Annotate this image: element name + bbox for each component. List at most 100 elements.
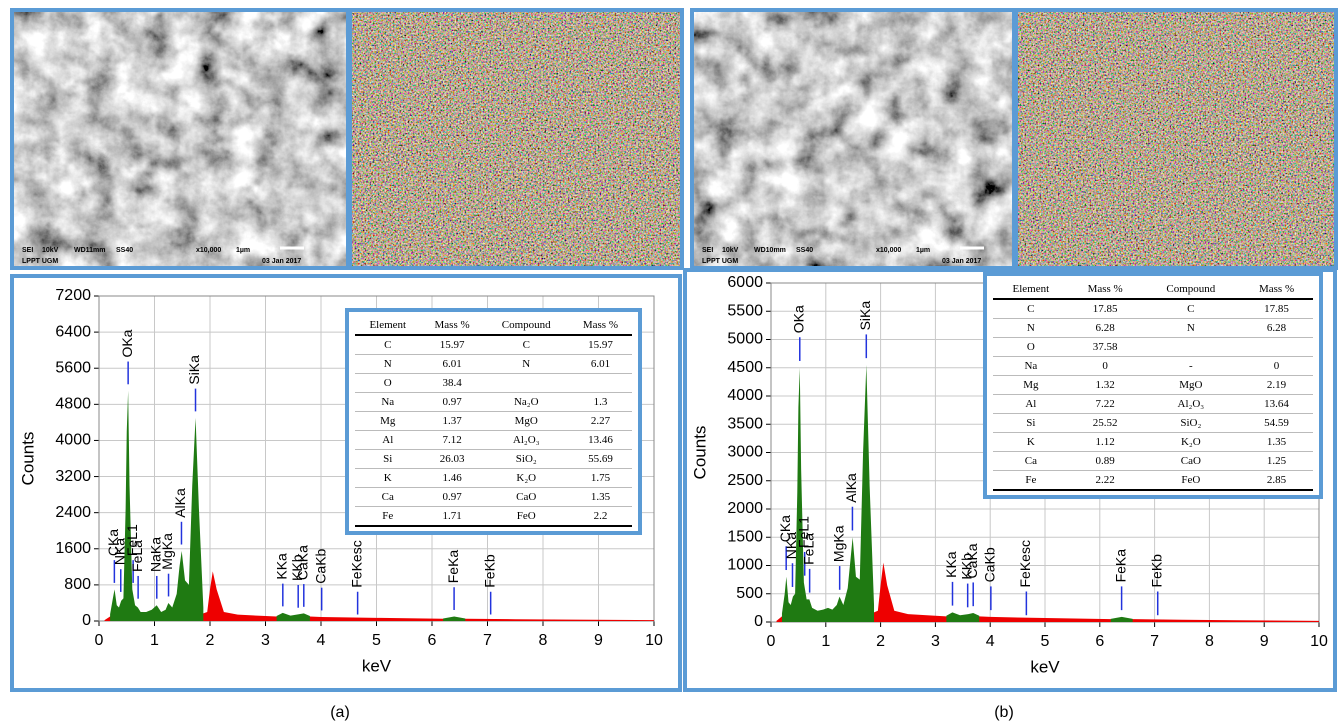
- table-cell: SiO₂: [1142, 414, 1241, 433]
- x-tick-label: 3: [931, 633, 940, 650]
- sem-label: LPPT UGM: [22, 258, 58, 265]
- table-row: ElementMass %CompoundMass %: [355, 316, 632, 335]
- table-cell: C: [484, 335, 569, 355]
- peak-label: OKa: [790, 305, 806, 333]
- table-cell: 26.03: [421, 450, 484, 469]
- table-row: Mg1.32MgO2.19: [993, 376, 1313, 395]
- x-tick-label: 6: [1095, 633, 1104, 650]
- x-tick-label: 10: [1310, 633, 1328, 650]
- x-tick-label: 7: [1150, 633, 1159, 650]
- table-cell: FeO: [484, 507, 569, 527]
- table-cell: 2.19: [1240, 376, 1313, 395]
- y-tick-label: 2000: [727, 500, 763, 517]
- y-tick-label: 0: [754, 613, 763, 630]
- table-cell: Fe: [355, 507, 421, 527]
- table-cell: [484, 374, 569, 393]
- table-cell: K₂O: [1142, 433, 1241, 452]
- peak-label: FeKa: [1112, 549, 1128, 583]
- spectrum-area: [277, 613, 310, 621]
- spectrum-area: [782, 365, 874, 622]
- table-cell: 25.52: [1069, 414, 1142, 433]
- peak-label: FeLa: [800, 533, 816, 565]
- table-cell: Ca: [355, 488, 421, 507]
- table-cell: Al₂O₃: [1142, 395, 1241, 414]
- table-cell: Mass %: [1069, 280, 1142, 299]
- table-cell: [1240, 338, 1313, 357]
- table-cell: 15.97: [421, 335, 484, 355]
- table-row: Na0-0: [993, 357, 1313, 376]
- table-cell: 2.85: [1240, 471, 1313, 491]
- x-tick-label: 5: [1041, 633, 1050, 650]
- table-cell: 37.58: [1069, 338, 1142, 357]
- sem-label: x10,000: [876, 247, 901, 254]
- edx-map: [352, 12, 680, 266]
- table-cell: 38.4: [421, 374, 484, 393]
- table-cell: 6.28: [1240, 319, 1313, 338]
- peak-label: FeKb: [1148, 554, 1164, 588]
- peak-label: SiKa: [186, 355, 202, 385]
- sem-label: SS40: [116, 247, 133, 254]
- y-axis-label: Counts: [18, 432, 37, 486]
- peak-label: AlKa: [172, 488, 188, 518]
- table-cell: N: [484, 355, 569, 374]
- table-row: Fe2.22FeO2.85: [993, 471, 1313, 491]
- y-tick-label: 5000: [727, 331, 763, 348]
- x-tick-label: 4: [986, 633, 995, 650]
- table-row: C17.85C17.85: [993, 299, 1313, 319]
- y-tick-label: 3500: [727, 415, 763, 432]
- table-row: Ca0.97CaO1.35: [355, 488, 632, 507]
- y-tick-label: 3200: [55, 468, 91, 485]
- table-cell: 2.22: [1069, 471, 1142, 491]
- table-cell: Si: [355, 450, 421, 469]
- table-cell: 1.25: [1240, 452, 1313, 471]
- sem-label: 1µm: [236, 247, 250, 254]
- sem-image: [692, 10, 1014, 268]
- x-tick-label: 5: [372, 632, 381, 649]
- table-cell: C: [993, 299, 1069, 319]
- table-cell: 0: [1069, 357, 1142, 376]
- y-axis-label: Counts: [690, 426, 709, 480]
- table-cell: Al₂O₃: [484, 431, 569, 450]
- x-tick-label: 2: [206, 632, 215, 649]
- peak-label: AlKa: [843, 473, 859, 503]
- table-row: Al7.12Al₂O₃13.46: [355, 431, 632, 450]
- table-cell: CaO: [484, 488, 569, 507]
- table-cell: Na: [355, 393, 421, 412]
- table-cell: Fe: [993, 471, 1069, 491]
- table-row: Ca0.89CaO1.25: [993, 452, 1313, 471]
- y-tick-label: 3000: [727, 444, 763, 461]
- x-tick-label: 9: [594, 632, 603, 649]
- peak-label: FeKb: [481, 554, 497, 588]
- peak-label: FeKesc: [348, 540, 364, 587]
- y-tick-label: 2500: [727, 472, 763, 489]
- table-cell: 13.64: [1240, 395, 1313, 414]
- y-tick-label: 2400: [55, 504, 91, 521]
- table-cell: Element: [993, 280, 1069, 299]
- x-axis-label: keV: [362, 656, 392, 675]
- table-cell: K: [355, 469, 421, 488]
- x-tick-label: 4: [317, 632, 326, 649]
- table-cell: CaO: [1142, 452, 1241, 471]
- table-row: O37.58: [993, 338, 1313, 357]
- table-cell: 1.32: [1069, 376, 1142, 395]
- table-cell: O: [993, 338, 1069, 357]
- peak-label: FeKa: [445, 550, 461, 584]
- sem-label: WD11mm: [74, 247, 106, 254]
- peak-label: CaKa: [964, 543, 980, 578]
- x-axis-label: keV: [1030, 657, 1060, 676]
- table-cell: N: [1142, 319, 1241, 338]
- table-cell: 0.97: [421, 393, 484, 412]
- peak-label: KKa: [943, 551, 959, 578]
- peak-label: FeLa: [129, 540, 145, 572]
- table-cell: 6.01: [421, 355, 484, 374]
- sem-label: LPPT UGM: [702, 258, 738, 265]
- sem-label: SEI: [702, 247, 713, 254]
- sem-label: 03 Jan 2017: [942, 258, 981, 265]
- table-cell: 13.46: [569, 431, 632, 450]
- table-cell: 1.37: [421, 412, 484, 431]
- y-tick-label: 1000: [727, 557, 763, 574]
- table-cell: C: [1142, 299, 1241, 319]
